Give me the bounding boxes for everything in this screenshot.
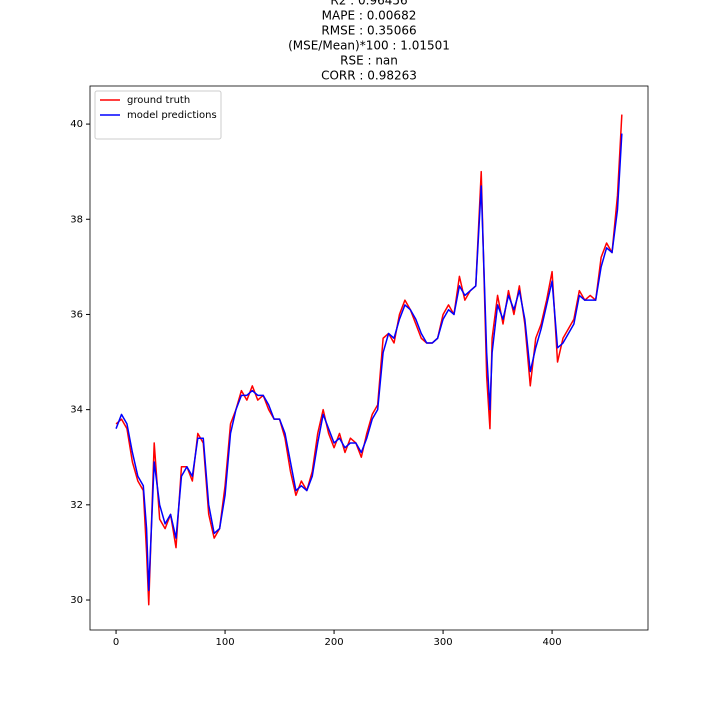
x-tick-label: 200 — [325, 637, 344, 648]
plot-frame — [89, 85, 649, 631]
chart-title: CORR : 0.98263 — [321, 69, 417, 83]
line-series — [115, 133, 623, 592]
y-tick-label: 34 — [70, 405, 83, 416]
chart-title: R2 : 0.96456 — [330, 0, 407, 8]
x-tick-label: 0 — [113, 637, 119, 648]
x-tick-label: 100 — [216, 637, 235, 648]
y-tick-label: 38 — [70, 214, 83, 225]
legend: ground truth model predictions — [94, 90, 222, 140]
chart-title: RSE : nan — [340, 54, 398, 68]
y-tick-label: 32 — [70, 500, 83, 511]
legend-label: ground truth — [127, 95, 190, 106]
x-tick-label: 300 — [434, 637, 453, 648]
legend-label: model predictions — [127, 110, 217, 121]
x-tick-label: 400 — [543, 637, 562, 648]
chart-title: RMSE : 0.35066 — [321, 24, 416, 38]
y-tick-label: 36 — [70, 309, 83, 320]
legend-frame — [94, 90, 222, 140]
chart-title: MAPE : 0.00682 — [322, 9, 417, 23]
y-tick-label: 40 — [70, 119, 83, 130]
y-tick-label: 30 — [70, 595, 83, 606]
chart-title: (MSE/Mean)*100 : 1.01501 — [288, 39, 450, 53]
